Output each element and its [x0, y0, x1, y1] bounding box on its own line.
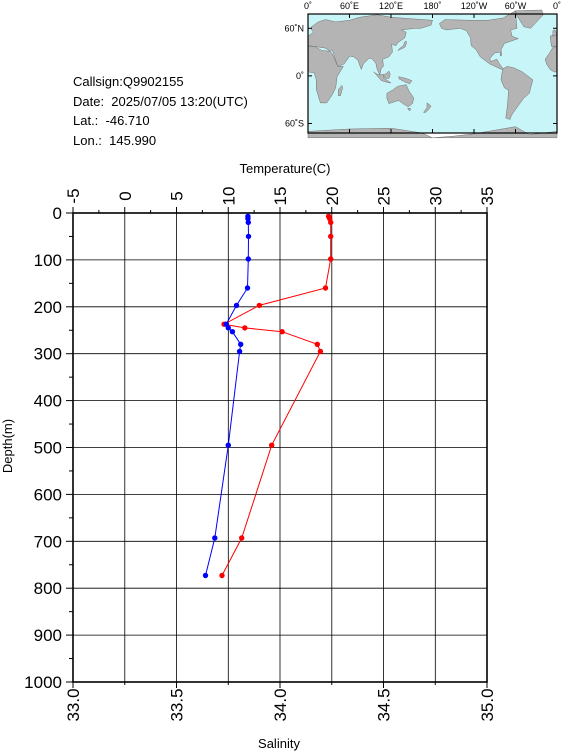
salinity-point: [229, 329, 236, 335]
salinity-point: [202, 572, 209, 579]
salinity-point: [245, 256, 251, 262]
temperature-tick-label: 0: [116, 191, 135, 200]
temperature-point: [314, 341, 320, 347]
map-lon-label: 60˚E: [340, 1, 359, 11]
salinity-point: [238, 341, 244, 347]
temperature-tick-label: 25: [375, 187, 394, 206]
eurasia-landmass: [307, 14, 433, 76]
temperature-tick-label: -5: [64, 188, 83, 203]
map-lon-label: 120˚E: [379, 1, 403, 11]
temperature-point: [269, 442, 275, 448]
depth-tick-label: 900: [34, 626, 62, 645]
madagascar-landmass: [338, 84, 343, 96]
borneo-landmass: [383, 70, 391, 79]
tasmania-landmass: [407, 108, 411, 111]
chart-grid: [72, 212, 488, 683]
map-lon-label: 60˚W: [505, 1, 527, 11]
salinity-point: [225, 442, 231, 448]
longitude-text: Lon.: 145.990: [73, 132, 157, 148]
world-map: 0˚ 60˚E 120˚E 180˚ 120˚W 60˚W 0˚ 60˚N 0˚ 60˚S: [284, 1, 561, 139]
salinity-tick-label: 33.0: [64, 688, 83, 721]
salinity-tick-label: 34.0: [271, 688, 290, 721]
map-lat-label: 60˚S: [285, 118, 304, 128]
depth-tick-label: 600: [34, 485, 62, 504]
map-frame: [307, 13, 558, 134]
temperature-point: [317, 348, 324, 355]
depth-tick-label: 700: [34, 532, 62, 551]
map-lon-label: 0˚: [553, 1, 561, 11]
map-lat-label: 0˚: [296, 71, 304, 81]
temperature-point: [328, 219, 334, 226]
uk-landmass: [552, 29, 558, 37]
depth-tick-label: 500: [34, 439, 62, 458]
temperature-point: [242, 325, 248, 331]
salinity-point: [236, 348, 243, 355]
salinity-point: [245, 219, 251, 226]
temperature-axis-label: Temperature(C): [239, 161, 330, 176]
africa-landmass: [307, 46, 344, 104]
south-america-landmass: [500, 66, 534, 120]
depth-tick-label: 400: [34, 392, 62, 411]
temperature-tick-label: 30: [426, 187, 445, 206]
depth-tick-label: 1000: [24, 673, 62, 692]
salinity-point: [244, 285, 251, 291]
temperature-point: [219, 572, 225, 579]
depth-tick-label: 100: [34, 251, 62, 270]
salinity-tick-label: 34.5: [375, 688, 394, 721]
map-lat-label: 60˚N: [284, 23, 304, 33]
date-text: Date: 2025/07/05 13:20(UTC): [73, 93, 248, 109]
temperature-tick-label: 15: [271, 187, 290, 206]
new-guinea-landmass: [398, 76, 413, 85]
depth-tick-label: 0: [53, 204, 62, 223]
temperature-profile-line: [221, 216, 332, 576]
salinity-point: [212, 535, 218, 541]
australia-landmass: [386, 84, 415, 108]
map-lon-label: 180˚: [423, 1, 441, 11]
depth-tick-label: 200: [34, 298, 62, 317]
salinity-point: [233, 302, 240, 309]
antarctica-landmass: [307, 126, 558, 139]
salinity-tick-label: 35.0: [478, 688, 497, 721]
temperature-point: [239, 535, 245, 541]
new-zealand-landmass: [423, 102, 432, 113]
salinity-axis-label: Salinity: [258, 736, 300, 751]
temperature-tick-label: 5: [168, 191, 187, 200]
salinity-profile-line: [205, 216, 250, 576]
depth-axis-label: Depth(m): [0, 419, 15, 473]
indonesia-landmass: [373, 71, 392, 84]
callsign-text: Callsign:Q9902155: [73, 74, 184, 89]
japan-landmass: [397, 40, 407, 51]
salinity-point: [245, 233, 252, 240]
temperature-point: [256, 302, 262, 309]
depth-tick-label: 800: [34, 579, 62, 598]
salinity-point: [225, 325, 231, 331]
temperature-point: [328, 256, 334, 262]
map-lon-label: 0˚: [304, 1, 312, 11]
temperature-point: [279, 329, 285, 335]
station-info: Callsign:Q9902155 Date: 2025/07/05 13:20…: [73, 72, 248, 150]
temperature-tick-label: 20: [323, 187, 342, 206]
temperature-tick-label: 35: [478, 187, 497, 206]
temperature-point: [322, 285, 329, 291]
temperature-point: [328, 233, 334, 240]
chart-series: [202, 213, 334, 579]
depth-tick-label: 300: [34, 345, 62, 364]
salinity-tick-label: 33.5: [168, 688, 187, 721]
temperature-tick-label: 10: [219, 187, 238, 206]
north-america-landmass: [439, 10, 520, 70]
latitude-text: Lat.: -46.710: [73, 113, 150, 128]
map-lon-label: 120˚W: [461, 1, 488, 11]
